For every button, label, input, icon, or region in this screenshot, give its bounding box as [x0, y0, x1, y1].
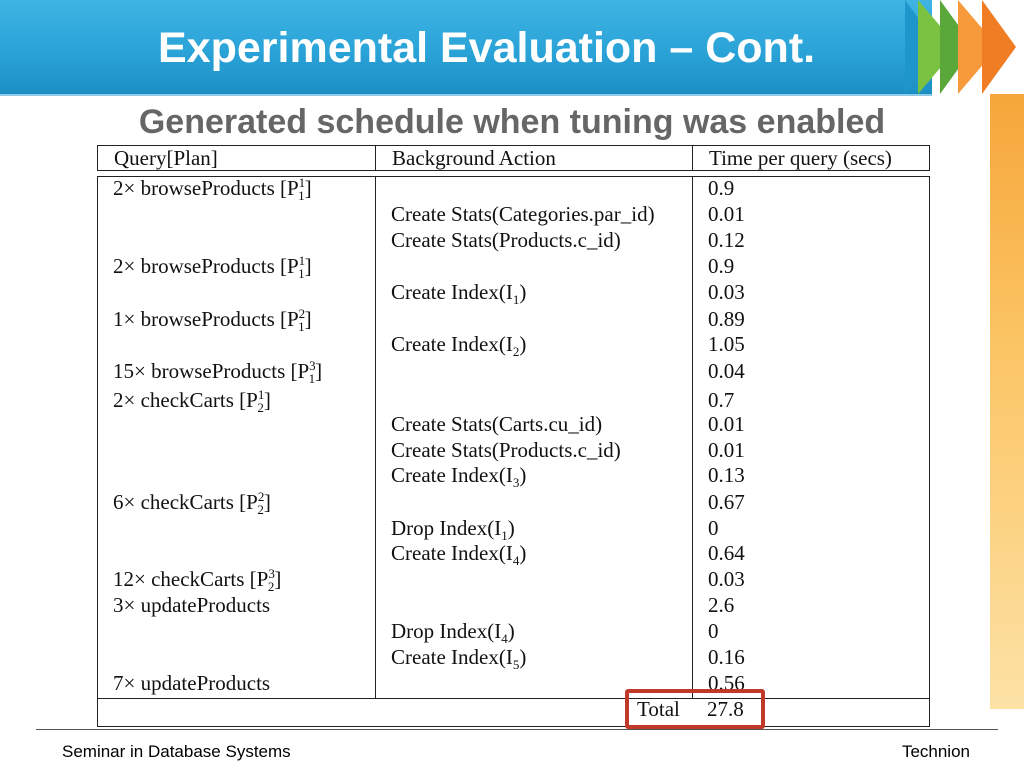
time-per-query-cell: 0.12	[708, 228, 745, 252]
background-action-cell: Create Stats(Products.c_id)	[391, 438, 621, 462]
background-action-cell: Drop Index(I4)	[391, 619, 515, 647]
column-divider	[692, 176, 693, 698]
footer-course-name: Seminar in Database Systems	[62, 742, 291, 761]
time-per-query-cell: 0.9	[708, 254, 735, 278]
time-per-query-cell: 0.01	[708, 202, 745, 226]
time-per-query-cell: 0.9	[708, 176, 735, 200]
total-label: Total	[637, 697, 680, 721]
slide-title: Experimental Evaluation – Cont.	[158, 24, 816, 72]
time-per-query-cell: 0.03	[708, 280, 745, 304]
query-plan-cell: 1× browseProducts [P21]	[113, 306, 312, 335]
time-per-query-cell: 0.7	[708, 388, 735, 412]
time-per-query-cell: 0.89	[708, 307, 745, 331]
time-per-query-cell: 1.05	[708, 332, 745, 356]
query-plan-cell: 7× updateProducts	[113, 671, 271, 695]
time-per-query-cell: 0.01	[708, 412, 745, 436]
time-per-query-cell: 0.01	[708, 438, 745, 462]
time-per-query-cell: 0.16	[708, 645, 745, 669]
time-per-query-cell: 0.67	[708, 490, 745, 514]
background-action-cell: Drop Index(I1)	[391, 516, 515, 544]
header-background-action: Background Action	[392, 146, 556, 170]
total-divider	[97, 698, 929, 699]
query-plan-cell: 2× checkCarts [P12]	[113, 387, 271, 416]
side-accent-bar	[990, 94, 1024, 709]
query-plan-cell: 12× checkCarts [P32]	[113, 566, 282, 595]
background-action-cell: Create Stats(Carts.cu_id)	[391, 412, 603, 436]
header-time-per-query: Time per query (secs)	[709, 146, 892, 170]
column-divider	[375, 176, 376, 698]
total-highlight-box	[625, 689, 765, 729]
background-action-cell: Create Index(I3)	[391, 463, 527, 491]
orange-chevron-icon	[982, 0, 1016, 94]
header-divider	[375, 145, 376, 170]
background-action-cell: Create Index(I1)	[391, 280, 527, 308]
query-plan-cell: 2× browseProducts [P11]	[113, 175, 312, 204]
table-header: Query[Plan] Background Action Time per q…	[97, 145, 930, 171]
background-action-cell: Create Stats(Products.c_id)	[391, 228, 621, 252]
header-query-plan: Query[Plan]	[114, 146, 218, 170]
schedule-table: Query[Plan] Background Action Time per q…	[97, 145, 930, 729]
query-plan-cell: 6× checkCarts [P22]	[113, 489, 271, 518]
background-action-cell: Create Index(I5)	[391, 645, 527, 673]
background-action-cell: Create Index(I4)	[391, 541, 527, 569]
slide-subtitle: Generated schedule when tuning was enabl…	[138, 103, 886, 141]
time-per-query-cell: 0.04	[708, 359, 745, 383]
time-per-query-cell: 0.03	[708, 567, 745, 591]
time-per-query-cell: 0.13	[708, 463, 745, 487]
query-plan-cell: 2× browseProducts [P11]	[113, 253, 312, 282]
background-action-cell: Create Stats(Categories.par_id)	[391, 202, 655, 226]
query-plan-cell: 15× browseProducts [P31]	[113, 358, 323, 387]
total-value: 27.8	[707, 697, 744, 721]
time-per-query-cell: 0	[708, 619, 719, 643]
time-per-query-cell: 0	[708, 516, 719, 540]
title-banner	[0, 0, 932, 96]
time-per-query-cell: 2.6	[708, 593, 735, 617]
header-divider	[692, 145, 693, 170]
table-body	[97, 176, 930, 727]
background-action-cell: Create Index(I2)	[391, 332, 527, 360]
time-per-query-cell: 0.64	[708, 541, 745, 565]
footer-divider	[36, 729, 998, 730]
footer-institution: Technion	[901, 742, 970, 761]
query-plan-cell: 3× updateProducts	[113, 593, 271, 617]
